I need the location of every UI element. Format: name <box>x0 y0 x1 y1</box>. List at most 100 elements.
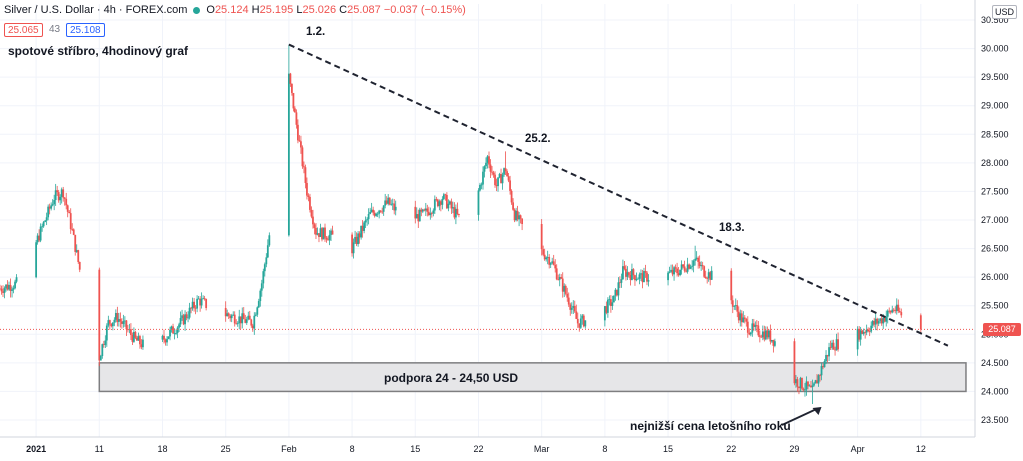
candle-body <box>873 320 876 325</box>
candle-body <box>769 330 772 342</box>
candle-body <box>166 338 168 343</box>
candle-body <box>414 206 417 219</box>
candle-body <box>689 266 692 269</box>
candle-body <box>825 355 827 362</box>
market-status-icon <box>193 6 201 14</box>
candle-body <box>163 335 165 340</box>
candle-body <box>566 293 569 298</box>
candle-body <box>667 272 669 281</box>
candle-body <box>704 276 707 279</box>
candle-body <box>328 234 331 241</box>
candle-body <box>700 265 703 267</box>
candle-body <box>456 208 459 214</box>
candle-body <box>551 261 554 264</box>
candle-body <box>494 174 496 186</box>
candle-body <box>421 209 424 212</box>
candle-body <box>102 344 105 345</box>
candle-body <box>316 233 319 235</box>
candle-body <box>549 263 552 265</box>
candle-body <box>644 271 647 273</box>
candle-body <box>430 213 433 214</box>
candle-body <box>814 380 817 384</box>
close-label: C <box>339 4 348 16</box>
candle-body <box>804 389 806 391</box>
candle-body <box>193 301 195 308</box>
candle-body <box>614 289 617 296</box>
candle-body <box>11 289 13 291</box>
candle-body <box>831 342 833 348</box>
candle-body <box>309 196 311 210</box>
open-label: O <box>206 4 215 16</box>
candle-body <box>489 164 492 172</box>
candle-body <box>173 333 176 335</box>
currency-button[interactable]: USD <box>991 5 1017 19</box>
arrow-head <box>812 407 822 415</box>
candle-body <box>886 310 889 317</box>
candle-body <box>230 315 233 319</box>
candle-body <box>41 226 44 228</box>
candle-body <box>65 198 68 206</box>
candle-body <box>898 311 901 313</box>
price-tick-label: 29.500 <box>981 72 1009 82</box>
candle-body <box>671 269 674 275</box>
candle-body <box>497 177 499 187</box>
time-tick-label: 11 <box>95 444 104 454</box>
candle-body <box>829 347 832 348</box>
candle-body <box>554 264 557 269</box>
candle-body <box>512 202 514 210</box>
candle-body <box>68 211 71 214</box>
candle-body <box>900 312 903 316</box>
candle-body <box>181 315 183 318</box>
candle-body <box>300 141 302 148</box>
candle-body <box>567 297 570 305</box>
close-value: 25.087 <box>347 4 381 16</box>
candle-body <box>491 171 493 173</box>
price-axis[interactable]: 30.500 30.000 29.500 29.000 28.500 28.000 27.5… <box>974 0 1009 437</box>
time-axis[interactable]: 2021 11 18 25 Feb 8 15 22 Mar 8 15 22 29 Apr 12 <box>0 436 975 454</box>
candle-body <box>114 312 117 320</box>
candle-body <box>773 341 776 346</box>
candle-body <box>439 201 442 205</box>
candle-body <box>429 213 432 216</box>
low-label: L <box>296 4 303 16</box>
candle-body <box>673 267 675 275</box>
price-tick-label: 23.500 <box>981 415 1009 425</box>
candle-body <box>108 320 111 324</box>
candle-body <box>796 379 799 387</box>
candle-body <box>608 299 611 300</box>
candle-body <box>619 282 621 284</box>
candle-body <box>579 318 582 328</box>
candle-body <box>179 317 182 325</box>
candle-body <box>823 361 826 368</box>
candle-body <box>545 257 548 260</box>
candle-body <box>203 298 206 300</box>
candle-body <box>75 250 78 252</box>
candle-body <box>754 325 757 327</box>
candle-body <box>626 272 629 277</box>
candles <box>0 44 922 404</box>
candle-body <box>680 264 683 270</box>
symbol-title[interactable]: Silver / U.S. Dollar · 4h · FOREX.com <box>4 4 188 16</box>
candle-body <box>107 320 110 326</box>
candle-body <box>686 264 689 272</box>
candle-body <box>609 299 612 306</box>
candle-body <box>104 340 107 345</box>
candle-body <box>137 336 140 341</box>
candle-body <box>488 156 490 165</box>
sell-price-button[interactable]: 25.065 <box>4 23 43 37</box>
candle-body <box>77 250 80 262</box>
candle-body <box>164 339 167 343</box>
candle-body <box>303 166 305 168</box>
buy-price-button[interactable]: 25.108 <box>66 23 105 37</box>
candle-body <box>424 208 427 211</box>
candle-body <box>59 196 62 201</box>
candle-body <box>321 228 323 240</box>
candle-body <box>327 239 329 241</box>
candle-body <box>513 209 516 221</box>
candle-body <box>694 258 697 261</box>
candle-body <box>670 269 672 272</box>
candle-body <box>835 339 838 351</box>
candle-body <box>126 329 129 331</box>
candle-body <box>692 260 695 266</box>
